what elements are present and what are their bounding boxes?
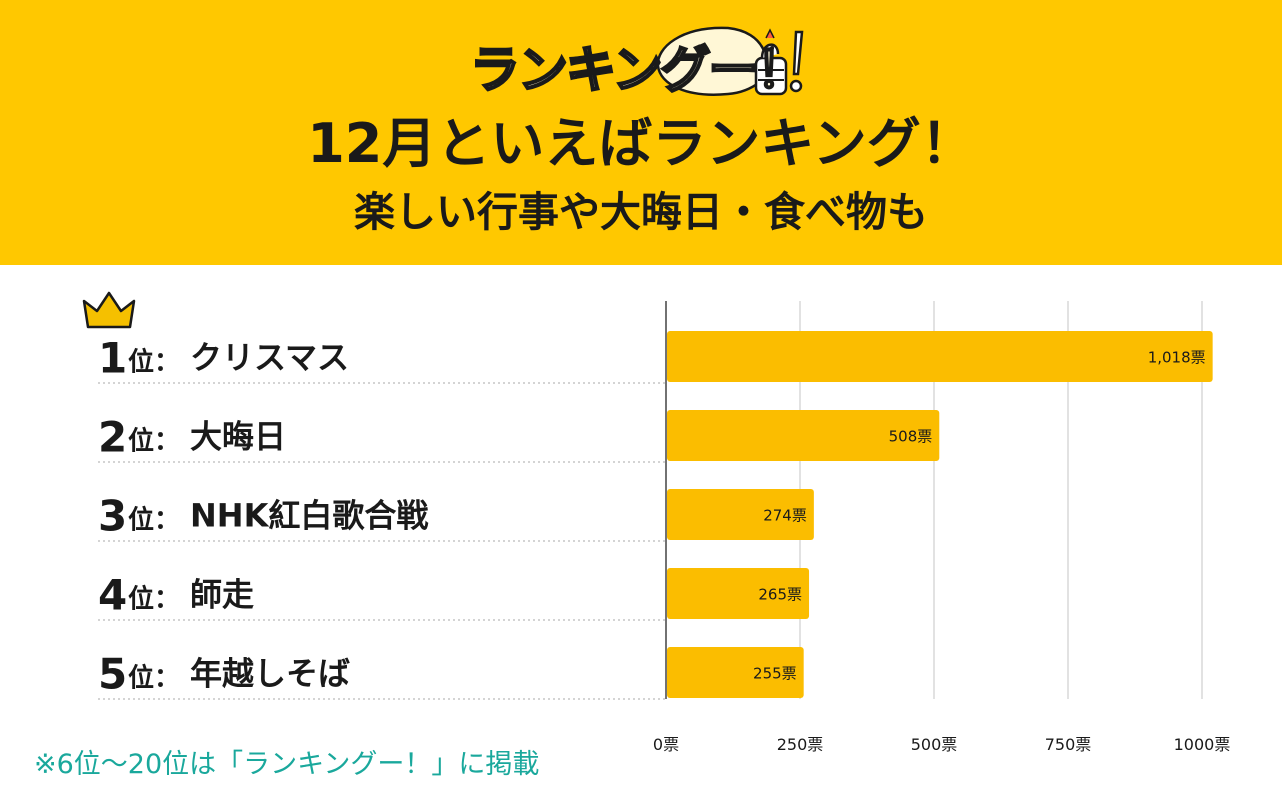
rank-suffix: 位： xyxy=(128,663,180,694)
bar-value-label: 508票 xyxy=(889,428,933,446)
rank-number: 2 xyxy=(98,413,127,462)
rank-number: 1 xyxy=(98,334,127,383)
rank-number: 4 xyxy=(98,571,127,620)
x-axis-ticks: 0票 250票 500票 750票 1000票 xyxy=(653,735,1230,754)
x-tick-label: 1000票 xyxy=(1174,735,1231,754)
category-label: 年越しそば xyxy=(190,655,350,693)
rank-suffix: 位： xyxy=(128,347,180,378)
bar-value-label: 274票 xyxy=(763,507,807,525)
header-banner: ランキングー！ 12月といえばランキング！ 楽しい行事や大晦日・食べ物も xyxy=(0,0,1282,265)
x-tick-label: 750票 xyxy=(1045,735,1092,754)
rank-number: 5 xyxy=(98,650,127,699)
bar-value-label: 265票 xyxy=(758,586,802,604)
x-tick-label: 500票 xyxy=(911,735,958,754)
x-tick-label: 250票 xyxy=(777,735,824,754)
page-title: 12月といえばランキング！ xyxy=(307,112,975,175)
bar xyxy=(667,331,1213,382)
category-label: クリスマス xyxy=(190,339,349,377)
bar-value-label: 255票 xyxy=(753,665,797,683)
category-label: 大晦日 xyxy=(190,418,286,456)
bar xyxy=(667,410,940,461)
bar xyxy=(667,647,804,698)
rank-suffix: 位： xyxy=(128,584,180,615)
logo-text: ランキングー！ xyxy=(469,40,808,101)
bar xyxy=(667,489,814,540)
bars: 1,018票 508票 274票 265票 255票 xyxy=(667,331,1213,698)
mascot-icon xyxy=(754,28,804,96)
crown-icon xyxy=(82,291,136,329)
category-label: 師走 xyxy=(190,576,254,614)
logo xyxy=(656,26,804,96)
bar xyxy=(667,568,810,619)
page-subtitle: 楽しい行事や大晦日・食べ物も xyxy=(354,188,928,236)
crown-icon-wrapper xyxy=(82,291,136,329)
rank-suffix: 位： xyxy=(128,505,180,536)
rank-suffix: 位： xyxy=(128,426,180,457)
rank-number: 3 xyxy=(98,492,127,541)
x-tick-label: 0票 xyxy=(653,735,679,754)
footer-note: ※6位〜20位は「ランキングー！」に掲載 xyxy=(34,749,540,780)
category-label: NHK紅白歌合戦 xyxy=(190,497,428,535)
bar-value-label: 1,018票 xyxy=(1148,349,1206,367)
